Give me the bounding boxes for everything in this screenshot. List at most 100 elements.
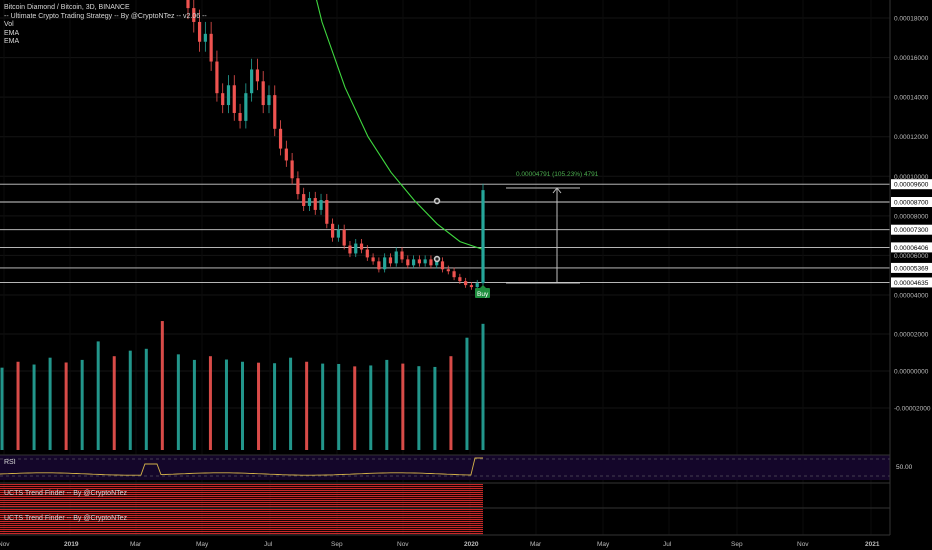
candle-body	[435, 261, 439, 266]
candle-body	[215, 61, 219, 94]
price-tick-label: 0.00002000	[894, 332, 929, 339]
time-tick-label: Jul	[663, 541, 672, 548]
volume-bar	[273, 363, 277, 450]
volume-bar	[241, 361, 244, 450]
price-tick-label: 0.00010000	[894, 174, 929, 181]
candle-body	[203, 33, 207, 42]
rsi-line	[0, 457, 483, 476]
volume-bar	[321, 363, 325, 450]
candle-body	[469, 285, 474, 288]
symbol-title[interactable]: Bitcoin Diamond / Bitcoin, 3D, BINANCE	[4, 4, 130, 11]
rsi-value: 50.00	[896, 464, 913, 471]
trend-stripe	[0, 517, 483, 519]
candle-body	[371, 257, 375, 262]
trend-finder-label[interactable]: UCTS Trend Finder -- By @CryptoNTez	[4, 515, 128, 522]
time-tick-label: Jul	[264, 541, 273, 548]
trend-finder-panes[interactable]	[0, 484, 483, 535]
buy-signal[interactable]: Buy	[475, 285, 490, 298]
volume-bar	[48, 357, 52, 450]
trend-stripe	[0, 533, 483, 535]
volume-bar	[417, 366, 421, 450]
candle-body	[342, 229, 346, 246]
price-tick-label: -0.00002000	[894, 406, 931, 413]
candle-body	[388, 257, 393, 264]
candle-body	[440, 261, 445, 270]
time-tick-label: Nov	[0, 541, 10, 548]
ema-line	[315, 0, 484, 251]
level-badge-label: 0.00005369	[894, 265, 929, 272]
volume-indicator-label[interactable]: Vol	[4, 21, 14, 29]
alarm-icon[interactable]	[433, 197, 441, 205]
time-tick-label: Sep	[331, 541, 343, 548]
time-tick-label: Nov	[797, 541, 809, 548]
candle-body	[348, 245, 352, 254]
price-axis[interactable]: 0.00018000 0.00016000 0.00014000 0.00012000…	[891, 16, 932, 413]
volume-bar	[289, 357, 293, 450]
candle-body	[319, 200, 323, 210]
price-tick-label: 0.00004000	[894, 293, 929, 300]
volume-bar	[96, 341, 100, 450]
candle-body	[313, 198, 317, 210]
trend-stripe	[0, 502, 483, 504]
volume-bar	[449, 356, 453, 450]
time-tick-label: 2020	[464, 541, 479, 548]
time-axis[interactable]: Nov 2019 Mar May Jul Sep Nov 2020 Mar May Jul Sep No…	[0, 541, 880, 548]
measure-tool[interactable]: 0.00004791 (105.23%) 4791	[506, 171, 599, 284]
trend-stripe	[0, 529, 483, 531]
measure-arrow-icon	[552, 187, 562, 194]
trend-stripe	[0, 504, 483, 506]
volume-bar	[0, 367, 4, 450]
price-tick-label: 0.00018000	[894, 16, 929, 23]
strategy-indicator-label[interactable]: -- Ultimate Crypto Trading Strategy -- B…	[4, 12, 207, 20]
candle-body	[273, 95, 277, 129]
time-tick-label: Mar	[530, 541, 542, 548]
volume-bar	[257, 362, 261, 450]
candle-body	[255, 69, 260, 82]
time-tick-label: May	[597, 541, 610, 548]
trend-finder-label[interactable]: UCTS Trend Finder -- By @CryptoNTez	[4, 490, 128, 497]
time-tick-label: Nov	[397, 541, 409, 548]
level-badge-label: 0.00009600	[894, 182, 929, 189]
level-badge	[891, 262, 932, 273]
buy-label: Buy	[477, 291, 489, 298]
candle-body	[325, 200, 329, 224]
ema-indicator-label[interactable]: EMA	[4, 38, 20, 46]
volume-bar	[481, 323, 485, 450]
price-tick-label: 0.00006000	[894, 253, 929, 260]
candle-body	[278, 128, 283, 149]
candle-body	[267, 95, 271, 106]
trend-stripe	[0, 496, 483, 498]
horizontal-levels[interactable]	[0, 183, 890, 283]
trend-stripe	[0, 492, 483, 494]
volume-bar	[305, 361, 309, 450]
volume-bar	[369, 365, 373, 450]
candle-body	[186, 0, 190, 9]
price-tick-label: 0.00008000	[894, 213, 929, 220]
candle-body	[394, 251, 398, 264]
volume-bar	[401, 363, 405, 450]
rsi-pane-label[interactable]: RSI	[4, 459, 16, 466]
volume-bar	[64, 362, 68, 450]
time-tick-label: May	[196, 541, 209, 548]
volume-bar	[385, 359, 389, 450]
volume-bar	[80, 359, 84, 450]
volume-bar	[144, 348, 148, 450]
price-tick-label: 0.00016000	[894, 55, 929, 62]
ema-indicator-label[interactable]: EMA	[4, 29, 20, 37]
trend-stripe	[0, 525, 483, 527]
candle-body	[475, 283, 479, 288]
volume-bar	[176, 354, 180, 450]
trend-stripe	[0, 519, 483, 521]
candle-body	[221, 93, 225, 106]
price-tick-label: 0.00012000	[894, 134, 929, 141]
trend-stripe	[0, 488, 483, 490]
trend-stripe	[0, 509, 483, 511]
candle-body	[209, 33, 213, 62]
candle-body	[354, 243, 358, 254]
level-badge-label: 0.00006406	[894, 245, 929, 252]
trend-stripe	[0, 500, 483, 502]
candle-body	[411, 259, 416, 266]
alarm-icon[interactable]	[433, 255, 441, 263]
rsi-pane[interactable]: 50.00	[0, 455, 913, 480]
